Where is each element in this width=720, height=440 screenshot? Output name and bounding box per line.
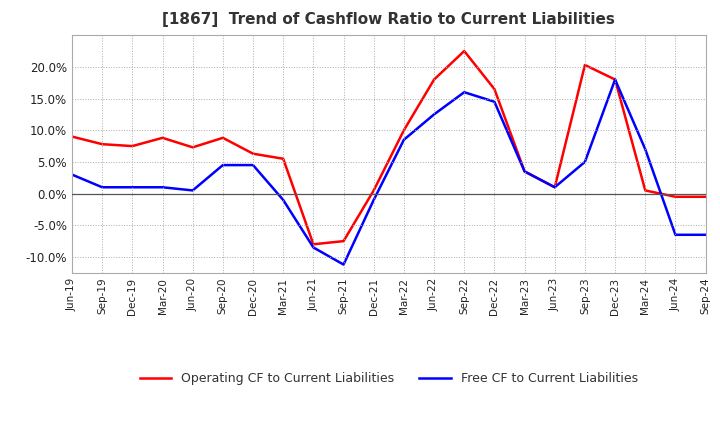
Free CF to Current Liabilities bbox=[490, 99, 499, 104]
Operating CF to Current Liabilities bbox=[248, 151, 257, 156]
Free CF to Current Liabilities bbox=[189, 188, 197, 193]
Free CF to Current Liabilities bbox=[158, 185, 167, 190]
Operating CF to Current Liabilities bbox=[219, 135, 228, 140]
Operating CF to Current Liabilities bbox=[641, 188, 649, 193]
Free CF to Current Liabilities bbox=[641, 147, 649, 152]
Free CF to Current Liabilities bbox=[279, 197, 287, 202]
Operating CF to Current Liabilities bbox=[671, 194, 680, 199]
Line: Free CF to Current Liabilities: Free CF to Current Liabilities bbox=[72, 80, 706, 264]
Line: Operating CF to Current Liabilities: Operating CF to Current Liabilities bbox=[72, 51, 706, 244]
Operating CF to Current Liabilities bbox=[460, 48, 469, 54]
Operating CF to Current Liabilities bbox=[490, 86, 499, 92]
Operating CF to Current Liabilities bbox=[701, 194, 710, 199]
Operating CF to Current Liabilities bbox=[521, 169, 529, 174]
Operating CF to Current Liabilities bbox=[189, 145, 197, 150]
Operating CF to Current Liabilities bbox=[339, 238, 348, 244]
Operating CF to Current Liabilities bbox=[279, 156, 287, 161]
Free CF to Current Liabilities bbox=[671, 232, 680, 238]
Operating CF to Current Liabilities bbox=[550, 185, 559, 190]
Operating CF to Current Liabilities bbox=[369, 188, 378, 193]
Operating CF to Current Liabilities bbox=[400, 128, 408, 133]
Free CF to Current Liabilities bbox=[460, 90, 469, 95]
Free CF to Current Liabilities bbox=[98, 185, 107, 190]
Free CF to Current Liabilities bbox=[550, 185, 559, 190]
Operating CF to Current Liabilities bbox=[580, 62, 589, 68]
Free CF to Current Liabilities bbox=[339, 262, 348, 267]
Free CF to Current Liabilities bbox=[430, 112, 438, 117]
Free CF to Current Liabilities bbox=[580, 159, 589, 165]
Free CF to Current Liabilities bbox=[68, 172, 76, 177]
Free CF to Current Liabilities bbox=[248, 162, 257, 168]
Free CF to Current Liabilities bbox=[128, 185, 137, 190]
Free CF to Current Liabilities bbox=[521, 169, 529, 174]
Operating CF to Current Liabilities bbox=[68, 134, 76, 139]
Operating CF to Current Liabilities bbox=[309, 242, 318, 247]
Title: [1867]  Trend of Cashflow Ratio to Current Liabilities: [1867] Trend of Cashflow Ratio to Curren… bbox=[163, 12, 615, 27]
Free CF to Current Liabilities bbox=[701, 232, 710, 238]
Legend: Operating CF to Current Liabilities, Free CF to Current Liabilities: Operating CF to Current Liabilities, Fre… bbox=[135, 367, 643, 390]
Operating CF to Current Liabilities bbox=[128, 143, 137, 149]
Operating CF to Current Liabilities bbox=[98, 142, 107, 147]
Free CF to Current Liabilities bbox=[219, 162, 228, 168]
Free CF to Current Liabilities bbox=[400, 137, 408, 143]
Operating CF to Current Liabilities bbox=[611, 77, 619, 82]
Operating CF to Current Liabilities bbox=[430, 77, 438, 82]
Free CF to Current Liabilities bbox=[369, 197, 378, 202]
Operating CF to Current Liabilities bbox=[158, 135, 167, 140]
Free CF to Current Liabilities bbox=[309, 245, 318, 250]
Free CF to Current Liabilities bbox=[611, 77, 619, 82]
